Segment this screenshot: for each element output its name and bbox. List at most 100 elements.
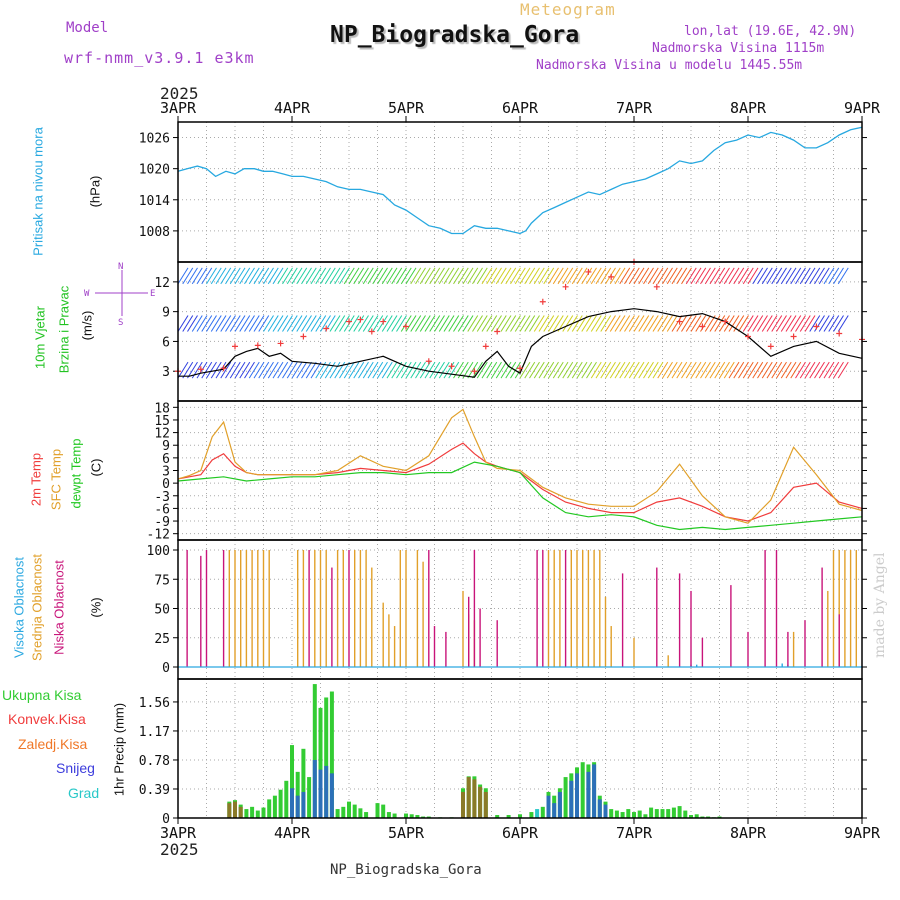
wind-barb: [367, 361, 379, 379]
wind-barb: [780, 267, 792, 285]
precip-conv-bar: [238, 806, 243, 818]
wind-barb: [405, 315, 417, 332]
wind-barb: [681, 267, 692, 285]
wind-barb: [562, 361, 574, 379]
wind-barb: [614, 267, 626, 285]
wind-barb: [595, 267, 607, 285]
wind-barb: [809, 267, 821, 285]
wind-barb: [695, 315, 707, 332]
wind-barb: [614, 315, 626, 332]
precip-snow-bar: [546, 795, 551, 818]
wind-barb: [804, 315, 816, 332]
precip-conv-bar: [227, 803, 232, 818]
precip-total-bar: [689, 815, 693, 818]
wind-barb: [586, 267, 597, 285]
wind-barb: [624, 361, 635, 379]
wind-barb: [795, 315, 806, 332]
precip-total-bar: [244, 809, 249, 818]
wind-barb: [472, 361, 483, 379]
wind-barb: [391, 315, 403, 332]
wind-barb: [196, 267, 208, 285]
wind-barb: [837, 361, 849, 379]
wind-barb: [225, 361, 236, 379]
wind-barb: [671, 267, 683, 285]
precip-total-bar: [278, 789, 283, 818]
gust-marker: [699, 323, 706, 330]
wind-barb: [809, 315, 821, 332]
wind-barb: [424, 267, 436, 285]
wind-barb: [187, 315, 198, 332]
precip-snow-bar: [569, 780, 574, 818]
wind-barb: [220, 315, 232, 332]
wind-barb: [818, 267, 830, 285]
wind-barb: [529, 267, 540, 285]
wind-barb: [467, 315, 479, 332]
wind-barb: [657, 267, 669, 285]
ytick-label: -3: [154, 490, 170, 505]
ytick-label: 0: [162, 477, 170, 492]
precip-snow-bar: [290, 788, 294, 818]
wind-barb: [548, 361, 559, 379]
wind-barb: [581, 315, 593, 332]
wind-barb: [339, 315, 350, 332]
wind-barb: [519, 315, 531, 332]
precip-total-bar: [381, 804, 386, 818]
wind-barb: [505, 267, 517, 285]
wind-barb: [381, 267, 393, 285]
wind-barb: [277, 315, 289, 332]
ytick-label: -9: [154, 515, 170, 530]
wind-barb: [495, 267, 507, 285]
wind-barb: [272, 315, 284, 332]
wind-barb: [391, 267, 403, 285]
wind-barb: [220, 361, 232, 379]
wind-barb: [244, 315, 255, 332]
gust-marker: [425, 358, 432, 365]
wind-barb: [695, 267, 707, 285]
xtick-label-bottom: 6APR: [502, 824, 539, 842]
precip-total-bar: [563, 777, 568, 818]
wind-barb: [799, 315, 811, 332]
wind-barb: [790, 315, 802, 332]
ytick-label: 3: [162, 465, 170, 480]
wind-barb: [719, 267, 730, 285]
wind-barb: [282, 315, 293, 332]
wind-barb: [329, 361, 341, 379]
wind-barb: [415, 315, 426, 332]
wind-barb: [828, 315, 840, 332]
wind-barb: [624, 267, 635, 285]
wind-barb: [543, 361, 555, 379]
wind-barb: [391, 361, 403, 379]
wind-barb: [557, 267, 569, 285]
temp-line-2: [177, 461, 863, 531]
precip-snow-bar: [575, 773, 579, 818]
wind-barb: [353, 361, 365, 379]
wind-barb: [676, 267, 688, 285]
wind-barb: [429, 267, 441, 285]
wind-barb: [500, 361, 512, 379]
wind-barb: [652, 315, 664, 332]
wind-barb: [343, 267, 355, 285]
precip-total-bar: [341, 806, 346, 818]
wind-barb: [533, 361, 545, 379]
wind-barb: [548, 315, 559, 332]
wind-barb: [467, 361, 479, 379]
compass-w: W: [84, 289, 90, 299]
wind-barb: [296, 315, 308, 332]
gust-marker: [653, 283, 660, 290]
wind-barb: [790, 361, 802, 379]
wind-barb: [244, 361, 255, 379]
wind-barb: [277, 267, 289, 285]
wind-barb: [747, 315, 759, 332]
lonlat-text: lon,lat (19.6E, 42.9N): [684, 24, 857, 39]
wind-barb: [505, 361, 517, 379]
wind-barb: [828, 267, 840, 285]
precip-total-bar: [671, 807, 676, 818]
wind-barb: [429, 315, 441, 332]
precip-total-bar: [614, 810, 619, 818]
gust-marker: [403, 323, 409, 330]
xtick-label-bottom: 7APR: [616, 824, 653, 842]
wind-barb: [500, 267, 512, 285]
wind-barb: [633, 315, 645, 332]
wind-barb: [348, 315, 360, 332]
wind-barb: [377, 267, 388, 285]
